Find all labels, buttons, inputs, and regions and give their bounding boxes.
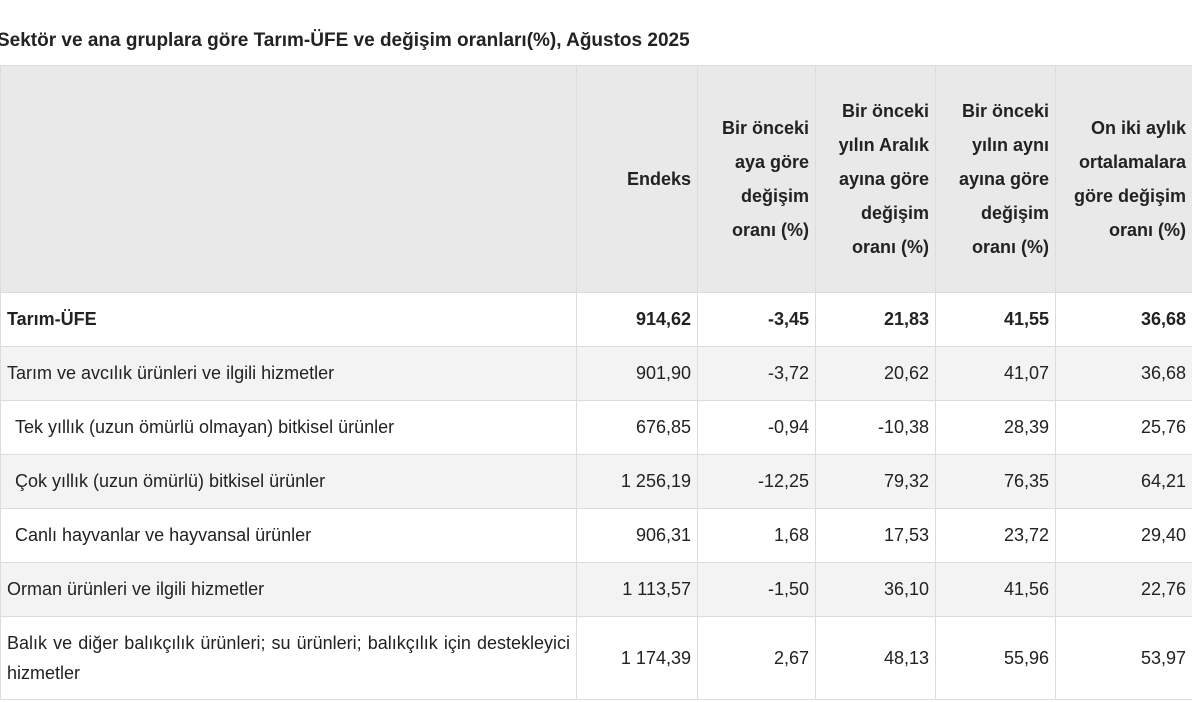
value-cell: -3,45 (697, 292, 816, 347)
table-row: Tarım ve avcılık ürünleri ve ilgili hizm… (0, 346, 1192, 401)
value-cell: 17,53 (815, 508, 936, 563)
value-cell: 23,72 (935, 508, 1056, 563)
value-cell: 36,68 (1055, 346, 1192, 401)
value-cell: 41,56 (935, 562, 1056, 617)
value-cell: 20,62 (815, 346, 936, 401)
header-cell: Bir önceki aya göre değişim oranı (%) (697, 65, 816, 293)
table-row: Balık ve diğer balıkçılık ürünleri; su ü… (0, 616, 1192, 700)
value-cell: 676,85 (576, 400, 698, 455)
value-cell: 29,40 (1055, 508, 1192, 563)
table-row: Canlı hayvanlar ve hayvansal ürünler 906,… (0, 508, 1192, 563)
value-cell: 79,32 (815, 454, 936, 509)
header-cell: Endeks (576, 65, 698, 293)
value-cell: 1,68 (697, 508, 816, 563)
value-cell: 41,07 (935, 346, 1056, 401)
row-label: Tek yıllık (uzun ömürlü olmayan) bitkise… (0, 400, 577, 455)
value-cell: 21,83 (815, 292, 936, 347)
table-row: Çok yıllık (uzun ömürlü) bitkisel ürünle… (0, 454, 1192, 509)
value-cell: 41,55 (935, 292, 1056, 347)
header-cell (0, 65, 577, 293)
value-cell: 2,67 (697, 616, 816, 700)
value-cell: 1 113,57 (576, 562, 698, 617)
value-cell: 48,13 (815, 616, 936, 700)
header-cell: Bir önceki yılın aynı ayına göre değişim… (935, 65, 1056, 293)
row-label: Canlı hayvanlar ve hayvansal ürünler (0, 508, 577, 563)
value-cell: 22,76 (1055, 562, 1192, 617)
value-cell: -3,72 (697, 346, 816, 401)
row-label: Tarım ve avcılık ürünleri ve ilgili hizm… (0, 346, 577, 401)
header-row: Endeks Bir önceki aya göre değişim oranı … (0, 65, 1192, 293)
header-cell: Bir önceki yılın Aralık ayına göre değiş… (815, 65, 936, 293)
row-label: Çok yıllık (uzun ömürlü) bitkisel ürünle… (0, 454, 577, 509)
value-cell: 914,62 (576, 292, 698, 347)
header-cell: On iki aylık ortalamalara göre değişim o… (1055, 65, 1192, 293)
value-cell: 55,96 (935, 616, 1056, 700)
value-cell: 64,21 (1055, 454, 1192, 509)
value-cell: -10,38 (815, 400, 936, 455)
value-cell: 36,10 (815, 562, 936, 617)
row-label: Tarım-ÜFE (0, 292, 577, 347)
value-cell: 25,76 (1055, 400, 1192, 455)
value-cell: 28,39 (935, 400, 1056, 455)
value-cell: -12,25 (697, 454, 816, 509)
value-cell: 901,90 (576, 346, 698, 401)
data-table: Endeks Bir önceki aya göre değişim oranı … (0, 65, 1192, 700)
value-cell: -1,50 (697, 562, 816, 617)
table-body: Tarım-ÜFE 914,62 -3,45 21,83 41,55 36,68 Tarım… (0, 292, 1192, 700)
value-cell: 906,31 (576, 508, 698, 563)
table-row: Orman ürünleri ve ilgili hizmetler 1 113,… (0, 562, 1192, 617)
value-cell: -0,94 (697, 400, 816, 455)
row-label: Orman ürünleri ve ilgili hizmetler (0, 562, 577, 617)
value-cell: 1 174,39 (576, 616, 698, 700)
value-cell: 53,97 (1055, 616, 1192, 700)
value-cell: 76,35 (935, 454, 1056, 509)
table-row: Tarım-ÜFE 914,62 -3,45 21,83 41,55 36,68 (0, 292, 1192, 347)
table-row: Tek yıllık (uzun ömürlü olmayan) bitkise… (0, 400, 1192, 455)
value-cell: 36,68 (1055, 292, 1192, 347)
table-title: Sektör ve ana gruplara göre Tarım-ÜFE ve… (0, 30, 690, 51)
row-label: Balık ve diğer balıkçılık ürünleri; su ü… (0, 616, 577, 700)
value-cell: 1 256,19 (576, 454, 698, 509)
